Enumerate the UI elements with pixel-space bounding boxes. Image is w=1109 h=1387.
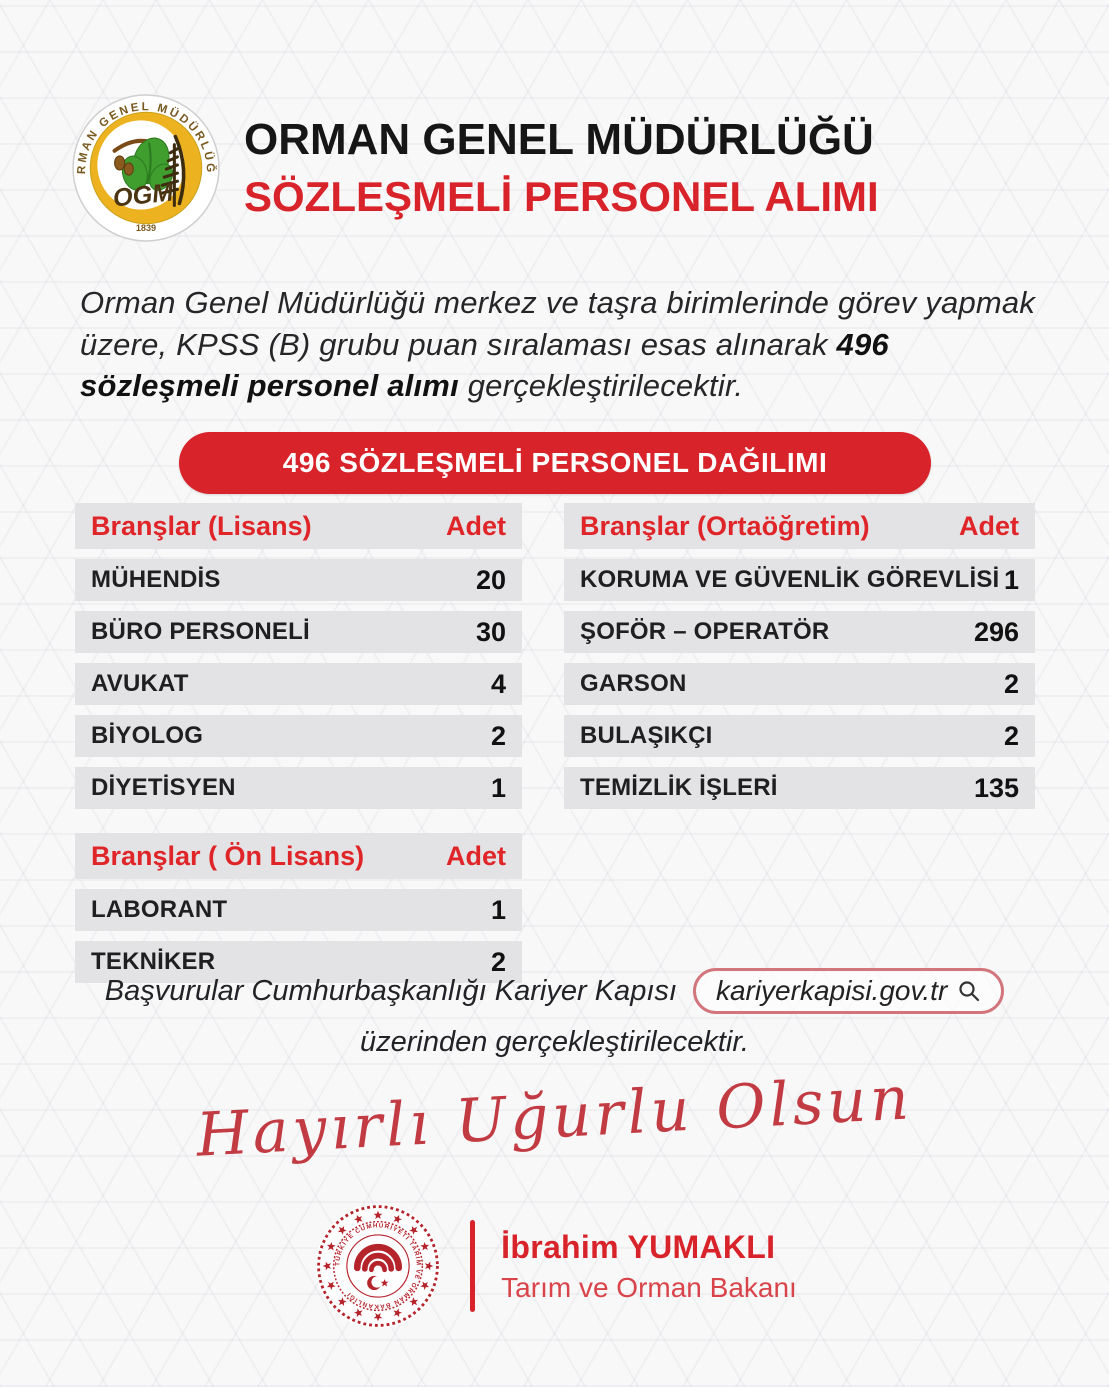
branch-count: 20 [475, 564, 506, 595]
branch-label: GARSON [580, 670, 687, 697]
table-row: ŞOFÖR – OPERATÖR 296 [564, 611, 1035, 653]
branch-label: KORUMA VE GÜVENLİK GÖREVLİSİ [580, 566, 1000, 593]
header-label: Branşlar (Lisans) [91, 510, 312, 541]
table-row: AVUKAT 4 [75, 663, 522, 705]
application-info: Başvurular Cumhurbaşkanlığı Kariyer Kapı… [0, 968, 1109, 1059]
minister-name: İbrahim YUMAKLI [501, 1228, 776, 1265]
branch-label: MÜHENDİS [91, 566, 221, 593]
header-count: Adet [446, 840, 506, 871]
right-column: Branşlar (Ortaöğretim) Adet KORUMA VE GÜ… [564, 503, 1035, 983]
vertical-divider [470, 1220, 476, 1312]
branch-count: 30 [475, 616, 506, 647]
table-row: MÜHENDİS 20 [75, 559, 522, 601]
branch-label: BÜRO PERSONELİ [91, 618, 310, 645]
ogm-monogram: OGM [112, 178, 176, 212]
branch-count: 1 [490, 894, 506, 925]
branch-count: 4 [490, 668, 506, 699]
career-portal-url: kariyerkapisi.gov.tr [715, 975, 948, 1006]
page-subtitle: SÖZLEŞMELİ PERSONEL ALIMI [244, 173, 879, 221]
table-row: BÜRO PERSONELİ 30 [75, 611, 522, 653]
header-count: Adet [446, 510, 506, 541]
distribution-tables: Branşlar (Lisans) Adet MÜHENDİS 20 BÜRO … [75, 503, 1035, 983]
header-count: Adet [959, 510, 1019, 541]
branch-count: 2 [490, 946, 506, 977]
ogm-logo: ORMAN GENEL MÜDÜRLÜĞÜ [70, 92, 220, 242]
minister-block: İbrahim YUMAKLI Tarım ve Orman Bakanı [501, 1229, 797, 1304]
table-row: TEKNİKER 2 [75, 941, 522, 983]
branch-label: DİYETİSYEN [91, 774, 236, 801]
branch-count: 2 [1003, 720, 1019, 751]
application-text-2: üzerinden gerçekleştirilecektir. [360, 1026, 749, 1058]
branch-count: 1 [490, 772, 506, 803]
branch-count: 135 [973, 772, 1019, 803]
application-text-1: Başvurular Cumhurbaşkanlığı Kariyer Kapı… [104, 974, 677, 1007]
branch-count: 1 [1003, 564, 1019, 595]
ministry-seal: TÜRKİYE CUMHURİYETİ TARIM VE ORMAN BAKAN… [315, 1203, 441, 1329]
table-row: GARSON 2 [564, 663, 1035, 705]
branch-count: 2 [490, 720, 506, 751]
ogm-year: 1839 [136, 223, 156, 233]
handwritten-wish: Hayırlı Uğurlu Olsun [194, 1063, 915, 1171]
table-row: KORUMA VE GÜVENLİK GÖREVLİSİ 1 [564, 559, 1035, 601]
distribution-banner: 496 SÖZLEŞMELİ PERSONEL DAĞILIMI [179, 432, 931, 494]
table-row: BULAŞIKÇI 2 [564, 715, 1035, 757]
branch-label: AVUKAT [91, 670, 189, 697]
intro-part3: gerçekleştirilecektir. [458, 368, 744, 404]
branch-label: LABORANT [91, 896, 228, 923]
intro-part1: Orman Genel Müdürlüğü merkez ve taşra bi… [80, 285, 1036, 362]
table-header-onlisans: Branşlar ( Ön Lisans) Adet [75, 833, 522, 879]
branch-label: ŞOFÖR – OPERATÖR [580, 618, 830, 645]
table-header-ortaogretim: Branşlar (Ortaöğretim) Adet [564, 503, 1035, 549]
page-title: ORMAN GENEL MÜDÜRLÜĞÜ [244, 114, 874, 164]
header-label: Branşlar (Ortaöğretim) [580, 510, 870, 541]
branch-count: 2 [1003, 668, 1019, 699]
table-row: DİYETİSYEN 1 [75, 767, 522, 809]
header: ORMAN GENEL MÜDÜRLÜĞÜ [70, 92, 1049, 244]
table-header-lisans: Branşlar (Lisans) Adet [75, 503, 522, 549]
intro-paragraph: Orman Genel Müdürlüğü merkez ve taşra bi… [80, 282, 1037, 407]
branch-label: TEKNİKER [91, 948, 216, 975]
table-row: LABORANT 1 [75, 889, 522, 931]
footer: TÜRKİYE CUMHURİYETİ TARIM VE ORMAN BAKAN… [0, 1200, 1109, 1332]
header-label: Branşlar ( Ön Lisans) [91, 840, 365, 871]
minister-title: Tarım ve Orman Bakanı [501, 1271, 797, 1303]
branch-label: BİYOLOG [91, 722, 204, 749]
title-block: ORMAN GENEL MÜDÜRLÜĞÜ SÖZLEŞMELİ PERSONE… [244, 114, 879, 221]
branch-count: 296 [973, 616, 1019, 647]
intro-highlight: 496 sözleşmeli personel alımı [80, 326, 889, 404]
left-column: Branşlar (Lisans) Adet MÜHENDİS 20 BÜRO … [75, 503, 522, 983]
table-row: TEMİZLİK İŞLERİ 135 [564, 767, 1035, 809]
search-icon [959, 981, 980, 1002]
branch-label: BULAŞIKÇI [580, 722, 713, 749]
branch-label: TEMİZLİK İŞLERİ [580, 774, 778, 801]
table-row: BİYOLOG 2 [75, 715, 522, 757]
career-portal-link[interactable]: kariyerkapisi.gov.tr [692, 968, 1005, 1014]
